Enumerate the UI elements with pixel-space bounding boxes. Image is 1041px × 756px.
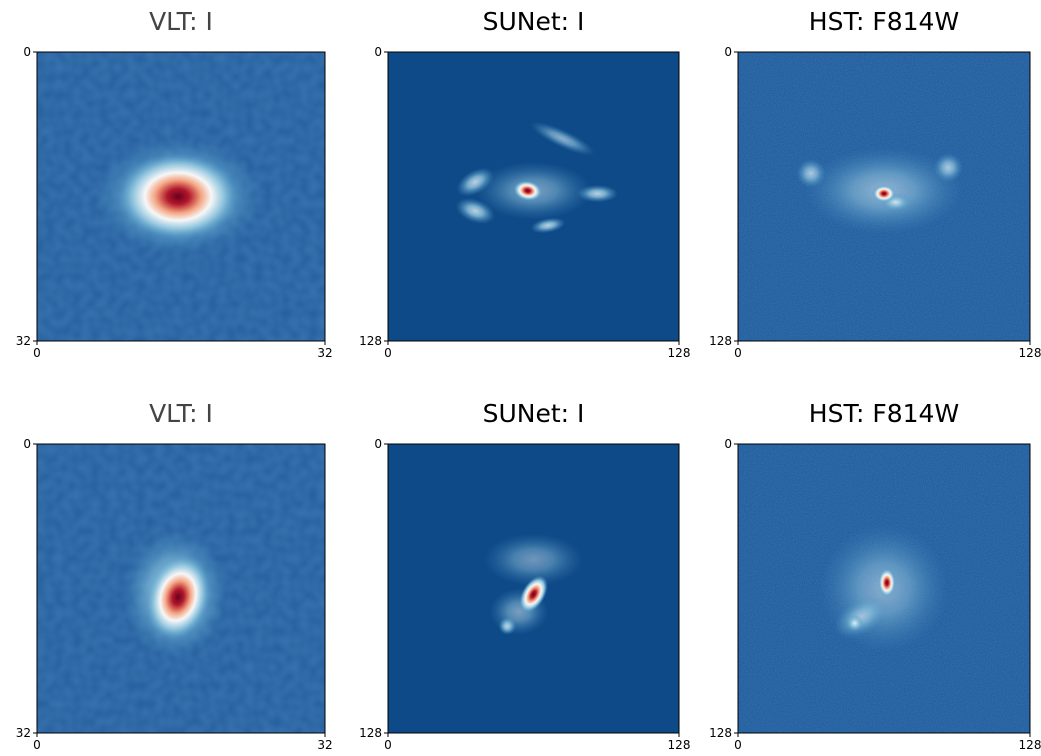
x-tick-label: 0 (734, 738, 742, 752)
image (37, 52, 325, 341)
x-tick-label: 0 (734, 346, 742, 360)
image (388, 444, 679, 733)
image (738, 444, 1030, 733)
y-tick-label: 0 (374, 45, 382, 59)
x-tick-label: 128 (668, 738, 691, 752)
light-feature (934, 153, 963, 182)
panel-title: HST: F814W (809, 7, 959, 36)
y-tick-label: 32 (16, 334, 31, 348)
x-tick-label: 0 (33, 346, 41, 360)
panel-title: SUNet: I (483, 7, 585, 36)
x-tick-label: 128 (1019, 346, 1041, 360)
panel-title: HST: F814W (809, 399, 959, 428)
x-tick-label: 0 (384, 738, 392, 752)
x-tick-label: 32 (317, 738, 332, 752)
light-feature (846, 615, 864, 632)
x-tick-label: 32 (317, 346, 332, 360)
panel-title: VLT: I (149, 7, 213, 36)
y-tick-label: 0 (724, 45, 732, 59)
y-tick-label: 128 (709, 726, 732, 740)
y-tick-label: 0 (23, 437, 31, 451)
light-feature (118, 153, 239, 240)
x-tick-label: 0 (33, 738, 41, 752)
y-tick-label: 128 (359, 334, 382, 348)
x-tick-label: 128 (1019, 738, 1041, 752)
y-tick-label: 0 (23, 45, 31, 59)
y-tick-label: 0 (724, 437, 732, 451)
image (388, 52, 679, 341)
x-tick-label: 0 (384, 346, 392, 360)
y-tick-label: 0 (374, 437, 382, 451)
panel-title: VLT: I (149, 399, 213, 428)
panel-title: SUNet: I (483, 399, 585, 428)
figure: VLT: I032032SUNet: I01280128HST: F814W01… (0, 0, 1041, 756)
y-tick-label: 32 (16, 726, 31, 740)
image (37, 444, 325, 733)
light-feature (878, 568, 896, 597)
image (738, 52, 1030, 341)
light-feature (796, 159, 825, 188)
x-tick-label: 128 (668, 346, 691, 360)
y-tick-label: 128 (709, 334, 732, 348)
y-tick-label: 128 (359, 726, 382, 740)
light-feature (872, 185, 895, 202)
